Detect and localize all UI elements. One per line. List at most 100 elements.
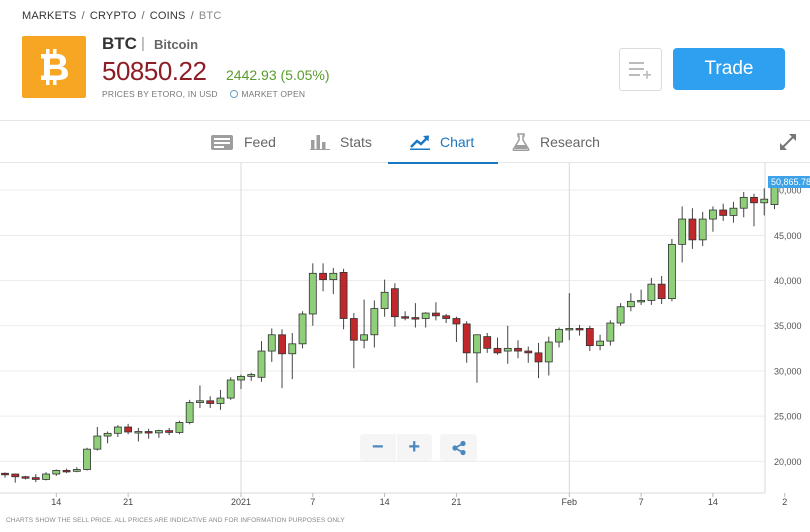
candle-down	[514, 347, 522, 352]
last-price-label: 50,865.78	[768, 176, 810, 189]
candle-down	[657, 283, 666, 300]
breadcrumb-crypto[interactable]: CRYPTO	[89, 10, 137, 22]
breadcrumb-separator: /	[141, 10, 145, 22]
expand-icon	[780, 134, 796, 150]
candle-up	[329, 272, 338, 281]
candle-up	[596, 340, 604, 347]
candle-down	[62, 469, 71, 473]
y-axis-tick-label: 25,000	[774, 412, 802, 422]
tab-chart[interactable]: Chart	[387, 121, 499, 164]
candle-down	[349, 318, 358, 341]
candle-up	[175, 422, 184, 433]
share-button[interactable]	[440, 434, 477, 461]
x-axis-tick-label: 14	[708, 497, 718, 507]
candle-up	[52, 469, 61, 475]
tab-research-label: Research	[540, 134, 600, 150]
zoom-out-button[interactable]: −	[360, 434, 397, 461]
candle-up	[226, 379, 235, 399]
zoom-in-button[interactable]: +	[408, 436, 421, 458]
candle-up	[729, 207, 738, 216]
research-flask-icon	[512, 133, 530, 151]
y-axis-tick-label: 50,000	[774, 186, 802, 196]
clock-icon	[230, 90, 239, 98]
x-axis-tick-label: 14	[51, 497, 61, 507]
candle-up	[555, 328, 563, 343]
candle-up	[760, 198, 769, 204]
candle-up	[709, 209, 717, 220]
x-axis-tick-label: 7	[310, 497, 315, 507]
candle-up	[103, 432, 112, 437]
price-chart[interactable]: 20,000 25,000 30,000 35,000 40,000 45,000 50,0…	[0, 163, 810, 532]
stats-icon	[310, 135, 330, 150]
candle-down	[585, 328, 594, 347]
candle-down	[339, 271, 348, 319]
x-axis-tick-label: Feb	[562, 497, 578, 507]
candle-down	[124, 426, 133, 433]
candle-up	[668, 243, 676, 300]
y-axis-tick-label: 30,000	[774, 366, 802, 376]
candle-up	[72, 469, 81, 472]
add-to-watchlist-button[interactable]	[619, 48, 662, 91]
candle-down	[524, 350, 533, 354]
candle-up	[473, 334, 481, 354]
candlestick-chart[interactable]: 20,000 25,000 30,000 35,000 40,000 45,000 50,0…	[0, 163, 810, 532]
candle-down	[442, 315, 451, 319]
x-axis-tick-label: 2021	[231, 497, 251, 507]
tab-research[interactable]: Research	[512, 121, 600, 163]
candle-down	[278, 334, 286, 355]
candle-up	[216, 397, 225, 404]
y-axis-tick-label: 20,000	[774, 457, 802, 467]
breadcrumb-separator: /	[190, 10, 194, 22]
feed-icon	[211, 135, 233, 150]
instrument-name: Bitcoin	[154, 37, 199, 52]
candle-up	[113, 426, 122, 434]
candle-up	[565, 328, 574, 331]
x-axis-tick-label: 21	[123, 497, 133, 507]
x-axis-tick-label: 2	[782, 497, 787, 507]
expand-chart-button[interactable]	[778, 132, 798, 157]
x-axis-tick-label: 7	[639, 497, 644, 507]
price-source-info: PRICES BY ETORO, IN USD MARKET OPEN	[102, 89, 305, 99]
price-source: PRICES BY ETORO, IN USD	[102, 89, 218, 99]
candle-down	[21, 476, 30, 479]
candle-up	[185, 402, 194, 423]
bitcoin-logo	[22, 36, 86, 98]
candle-up	[678, 218, 687, 245]
candle-down	[144, 431, 153, 434]
share-icon	[451, 440, 466, 455]
market-status: MARKET OPEN	[230, 89, 305, 99]
trade-button[interactable]: Trade	[673, 48, 785, 90]
candle-up	[370, 308, 379, 336]
candle-down	[206, 400, 215, 404]
candle-down	[483, 336, 492, 349]
candle-down	[411, 317, 420, 320]
candle-up	[308, 272, 317, 315]
y-axis-tick-label: 35,000	[774, 321, 802, 331]
candle-up	[606, 322, 615, 342]
candle-down	[11, 473, 20, 478]
y-axis-tick-label: 45,000	[774, 231, 802, 241]
candle-down	[31, 477, 40, 480]
candle-down	[390, 288, 399, 318]
breadcrumb: MARKETS / CRYPTO / COINS / BTC	[22, 10, 221, 22]
chart-icon	[410, 135, 430, 150]
candle-down	[1, 472, 9, 476]
candle-down	[401, 316, 410, 319]
candle-up	[698, 218, 707, 241]
candle-up	[647, 283, 656, 301]
zoom-controls: − +	[360, 434, 432, 461]
current-price: 50850.22	[102, 56, 207, 86]
tab-stats[interactable]: Stats	[310, 121, 372, 163]
tab-chart-label: Chart	[440, 134, 475, 150]
breadcrumb-markets[interactable]: MARKETS	[22, 10, 77, 22]
candle-down	[750, 196, 758, 204]
tab-feed[interactable]: Feed	[210, 121, 276, 163]
breadcrumb-current: BTC	[198, 10, 222, 22]
candle-down	[462, 323, 471, 354]
candle-up	[360, 334, 369, 341]
candle-up	[616, 306, 625, 324]
breadcrumb-coins[interactable]: COINS	[149, 10, 186, 22]
candle-up	[42, 473, 50, 480]
add-to-watchlist-icon	[628, 61, 651, 79]
bitcoin-icon	[41, 49, 68, 85]
